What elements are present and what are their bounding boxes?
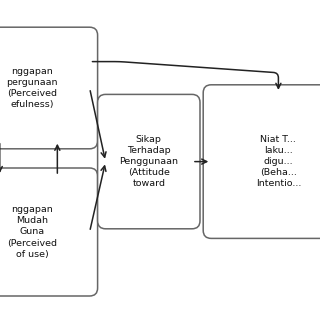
Text: Sikap
Terhadap
Penggunaan
(Attitude
toward: Sikap Terhadap Penggunaan (Attitude towa… [119, 135, 178, 188]
FancyBboxPatch shape [0, 27, 98, 149]
FancyBboxPatch shape [98, 94, 200, 229]
Text: nggapan
pergunaan
(Perceived
efulness): nggapan pergunaan (Perceived efulness) [6, 67, 58, 109]
Text: nggapan
Mudah
Guna
(Perceived
of use): nggapan Mudah Guna (Perceived of use) [7, 205, 57, 259]
FancyBboxPatch shape [203, 85, 320, 238]
Text: Niat T...
laku...
digu...
(Beha...
Intentio...: Niat T... laku... digu... (Beha... Inten… [256, 135, 301, 188]
FancyBboxPatch shape [0, 168, 98, 296]
